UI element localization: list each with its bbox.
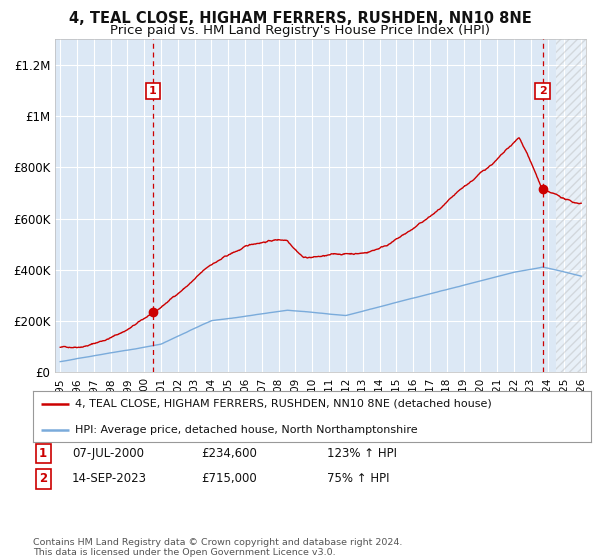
Text: Price paid vs. HM Land Registry's House Price Index (HPI): Price paid vs. HM Land Registry's House …: [110, 24, 490, 36]
Text: £715,000: £715,000: [201, 472, 257, 486]
Text: 07-JUL-2000: 07-JUL-2000: [72, 447, 144, 460]
Text: 2: 2: [39, 472, 47, 486]
Text: HPI: Average price, detached house, North Northamptonshire: HPI: Average price, detached house, Nort…: [75, 424, 418, 435]
Text: 1: 1: [149, 86, 157, 96]
Text: 4, TEAL CLOSE, HIGHAM FERRERS, RUSHDEN, NN10 8NE: 4, TEAL CLOSE, HIGHAM FERRERS, RUSHDEN, …: [68, 11, 532, 26]
Text: 75% ↑ HPI: 75% ↑ HPI: [327, 472, 389, 486]
Text: 4, TEAL CLOSE, HIGHAM FERRERS, RUSHDEN, NN10 8NE (detached house): 4, TEAL CLOSE, HIGHAM FERRERS, RUSHDEN, …: [75, 399, 491, 409]
Text: 1: 1: [39, 447, 47, 460]
Text: Contains HM Land Registry data © Crown copyright and database right 2024.
This d: Contains HM Land Registry data © Crown c…: [33, 538, 403, 557]
Bar: [556, 39, 586, 372]
Text: 123% ↑ HPI: 123% ↑ HPI: [327, 447, 397, 460]
Text: 14-SEP-2023: 14-SEP-2023: [72, 472, 147, 486]
Text: £234,600: £234,600: [201, 447, 257, 460]
Text: 2: 2: [539, 86, 547, 96]
